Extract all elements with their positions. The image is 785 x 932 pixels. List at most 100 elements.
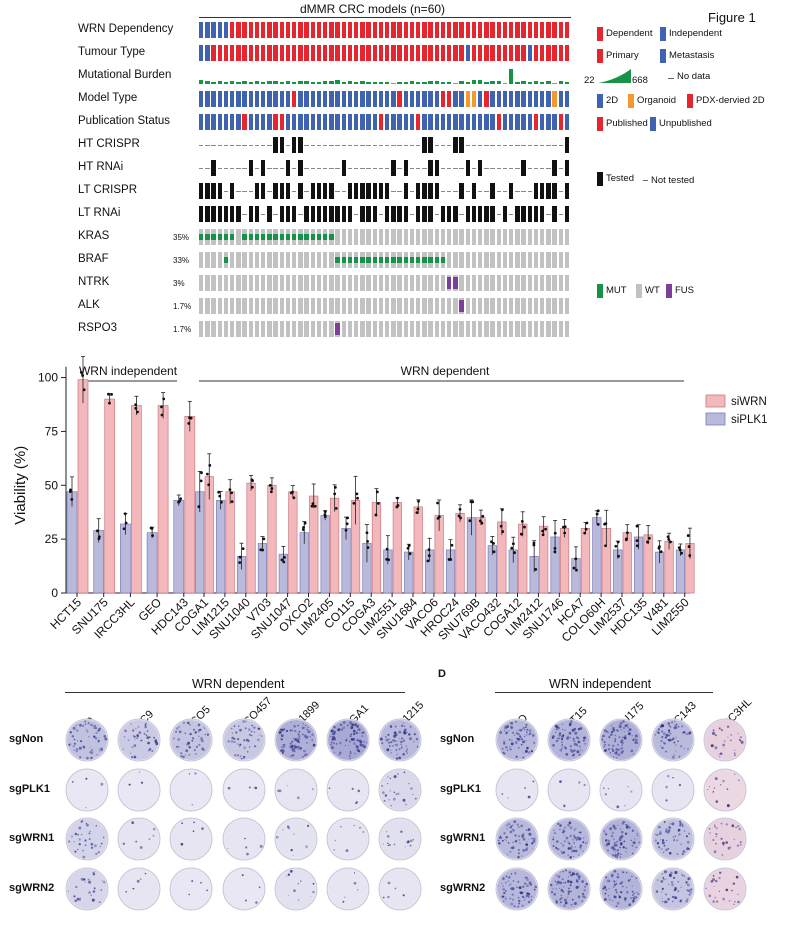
colony-dot xyxy=(730,734,732,736)
oncoprint-cell xyxy=(521,206,526,222)
oncoprint-cell xyxy=(366,252,371,268)
colony-well-base xyxy=(117,817,161,861)
oncoprint-cell xyxy=(223,168,229,169)
colony-dot xyxy=(663,900,667,903)
colony-dot xyxy=(561,851,564,854)
colony-dot xyxy=(355,731,358,735)
oncoprint-cell xyxy=(533,206,539,222)
data-point xyxy=(492,542,495,545)
oncoprint-cell xyxy=(223,145,229,146)
data-point xyxy=(375,490,379,494)
oncoprint-cell xyxy=(354,298,359,314)
oncoprint-cell xyxy=(273,252,278,268)
oncoprint-cell xyxy=(391,83,396,84)
oncoprint-cell xyxy=(372,206,378,222)
oncoprint-cell xyxy=(564,82,570,84)
colony-dot xyxy=(177,738,181,741)
data-point xyxy=(596,522,600,526)
legend-primary: Primary xyxy=(606,50,639,61)
oncoprint-cell xyxy=(285,183,291,199)
oncoprint-cell xyxy=(546,91,551,107)
oncoprint-cell xyxy=(447,252,452,268)
colony-dot xyxy=(181,822,184,825)
oncoprint-cell xyxy=(465,160,471,176)
oncoprint-cell xyxy=(484,168,489,169)
oncoprint-cell xyxy=(558,229,564,245)
colony-dot xyxy=(621,842,623,844)
colony-well-stain xyxy=(380,769,421,810)
colony-dot xyxy=(654,833,656,836)
colony-dot xyxy=(135,840,138,843)
colony-dot xyxy=(512,898,514,901)
colony-dot xyxy=(677,725,680,728)
oncoprint-cell xyxy=(292,191,297,192)
oncoprint-cell xyxy=(354,168,359,169)
colony-dot xyxy=(502,884,504,887)
data-point xyxy=(604,522,608,526)
data-point xyxy=(604,544,607,548)
mutation-mark xyxy=(329,234,334,240)
colony-dot xyxy=(674,896,678,899)
oncoprint-cell xyxy=(416,275,421,291)
colony-dot xyxy=(510,902,514,905)
oncoprint-cell xyxy=(211,22,216,38)
colony-dot xyxy=(290,745,294,748)
colony-well xyxy=(547,768,591,811)
colony-dot xyxy=(668,883,670,885)
colony-dot xyxy=(524,786,527,789)
colony-dot xyxy=(725,888,729,891)
colony-dot xyxy=(665,798,668,802)
colony-dot xyxy=(562,851,566,854)
colony-dot xyxy=(564,729,566,731)
colony-dot xyxy=(623,896,627,900)
mutation-mark xyxy=(248,234,254,240)
fusion-mark xyxy=(335,323,340,335)
colony-dot xyxy=(306,726,309,729)
colony-dot xyxy=(603,830,605,832)
colony-dot xyxy=(275,835,279,839)
colony-dot xyxy=(81,834,83,836)
data-point xyxy=(436,516,440,520)
oncoprint-cell xyxy=(360,45,365,61)
oncoprint-cell xyxy=(254,91,260,107)
colony-dot xyxy=(88,837,91,841)
colony-dot xyxy=(673,741,675,743)
oncoprint-cell xyxy=(385,298,390,314)
colony-dot xyxy=(568,821,572,825)
colony-well-base xyxy=(65,817,109,861)
colony-dot xyxy=(67,890,69,892)
colony-dot xyxy=(569,847,573,850)
colony-dot xyxy=(387,844,390,847)
oncoprint-cell xyxy=(304,45,309,61)
oncoprint-cell xyxy=(434,214,440,215)
oncoprint-cell xyxy=(223,206,229,222)
oncoprint-cell xyxy=(447,191,452,192)
colony-dot xyxy=(130,752,132,754)
oncoprint-cell xyxy=(242,145,247,146)
oncoprint-cell xyxy=(310,114,316,130)
colony-dot xyxy=(622,870,625,873)
colony-dot xyxy=(632,739,635,742)
colony-dot xyxy=(570,903,573,906)
colony-dot xyxy=(382,843,384,845)
colony-dot xyxy=(671,822,675,826)
colony-dot xyxy=(618,736,621,739)
colony-dot xyxy=(145,722,148,725)
legend-pdx: PDX-dervied 2D xyxy=(696,95,765,106)
oncoprint-cell xyxy=(292,137,297,153)
oncoprint-cell xyxy=(285,81,291,84)
colony-well-stain xyxy=(67,868,107,909)
colony-dot xyxy=(99,845,102,848)
oncoprint-cell xyxy=(521,145,526,146)
colony-dot xyxy=(682,850,686,853)
oncoprint-cell xyxy=(391,22,396,38)
colony-well xyxy=(651,867,695,910)
oncoprint-cell xyxy=(440,321,446,337)
oncoprint-cell xyxy=(527,22,533,38)
colony-well xyxy=(599,867,643,910)
colony-dot xyxy=(657,825,661,829)
colony-dot xyxy=(381,784,384,787)
oncoprint-cell xyxy=(242,214,247,215)
colony-dot xyxy=(522,849,526,852)
colony-dot xyxy=(718,753,720,756)
